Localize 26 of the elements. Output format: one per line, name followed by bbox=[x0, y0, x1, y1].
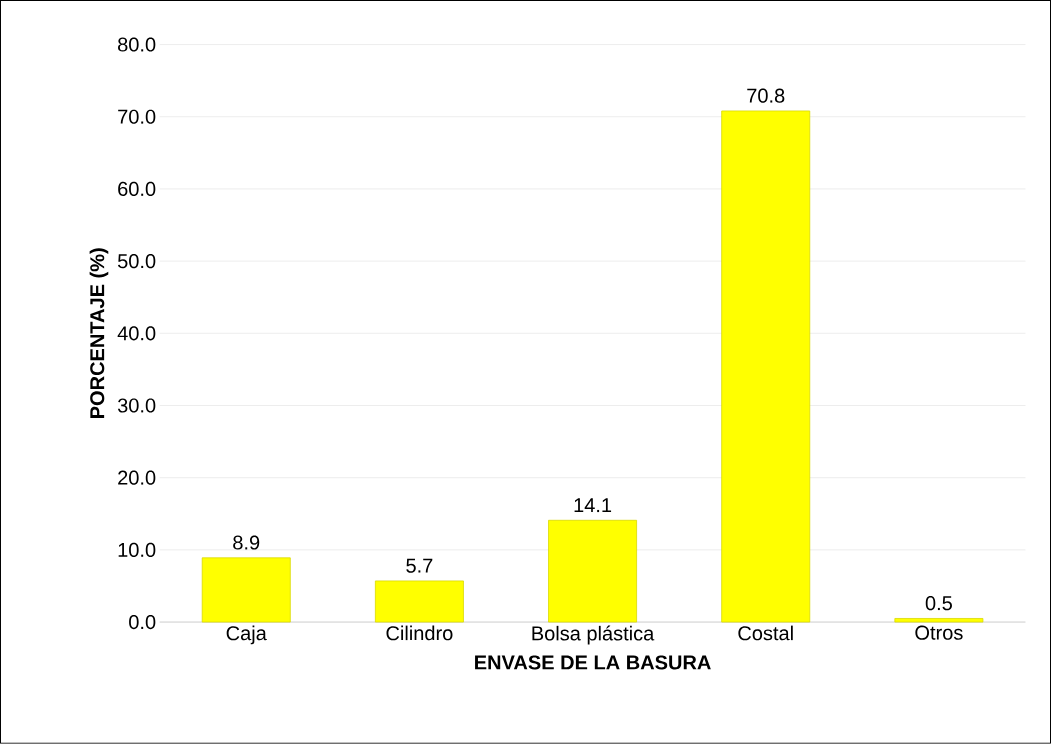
bar bbox=[894, 618, 984, 623]
x-tick-label: Caja bbox=[226, 625, 267, 645]
data-label: 0.5 bbox=[925, 596, 952, 611]
data-label: 8.9 bbox=[233, 535, 260, 550]
y-tick-label: 10.0 bbox=[118, 542, 156, 558]
y-tick-label: 50.0 bbox=[117, 254, 156, 269]
y-axis-title: PORCENTAJE (%) bbox=[89, 248, 109, 419]
y-tick-label: 20.0 bbox=[118, 470, 156, 485]
y-tick-label: 80.0 bbox=[118, 37, 156, 52]
bar bbox=[721, 110, 811, 623]
data-label: 5.7 bbox=[406, 558, 433, 573]
bar bbox=[374, 580, 464, 623]
y-tick-label: 0.0 bbox=[129, 615, 156, 630]
x-axis-title: ENVASE DE LA BASURA bbox=[475, 655, 711, 670]
x-tick-label: Costal bbox=[738, 625, 793, 641]
bar bbox=[548, 520, 638, 623]
y-tick-label: 70.0 bbox=[118, 109, 156, 124]
y-tick-label: 60.0 bbox=[118, 182, 156, 197]
y-tick-label: 40.0 bbox=[117, 326, 156, 341]
data-label: 70.8 bbox=[747, 88, 785, 103]
x-tick-label: Cilindro bbox=[386, 625, 453, 641]
x-tick-label: Bolsa plástica bbox=[532, 625, 655, 645]
x-tick-label: Otros bbox=[915, 625, 963, 640]
bar bbox=[201, 557, 291, 623]
data-label: 14.1 bbox=[574, 498, 612, 513]
y-tick-label: 30.0 bbox=[117, 398, 156, 413]
